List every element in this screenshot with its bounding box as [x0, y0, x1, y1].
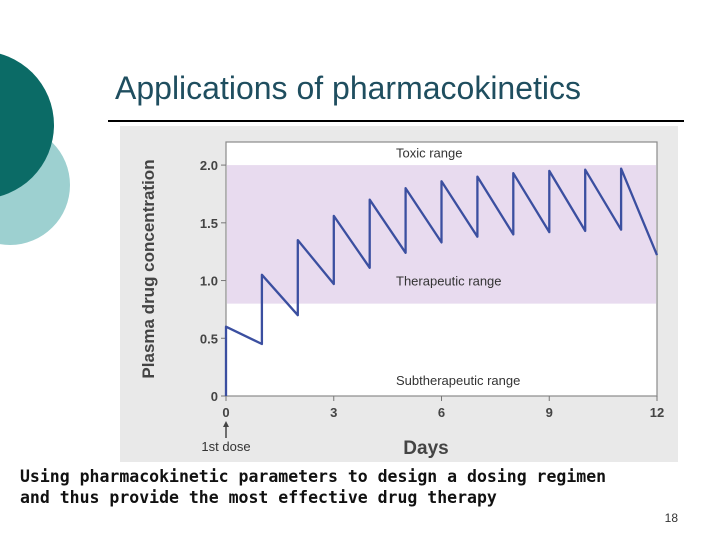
y-tick-label: 2.0 [200, 158, 218, 173]
x-tick-label: 12 [650, 405, 664, 420]
region-label-subtherapeutic-range: Subtherapeutic range [396, 373, 520, 388]
first-dose-arrowhead [223, 421, 229, 427]
y-tick-label: 1.0 [200, 274, 218, 289]
dark-teal-circle [0, 53, 54, 197]
y-tick-label: 0.5 [200, 331, 218, 346]
first-dose-label: 1st dose [201, 439, 250, 454]
caption-line-1: Using pharmacokinetic parameters to desi… [20, 467, 607, 486]
x-tick-label: 3 [330, 405, 337, 420]
region-label-therapeutic-range: Therapeutic range [396, 274, 502, 289]
decorative-circles [0, 53, 70, 245]
slide-caption: Using pharmacokinetic parameters to desi… [20, 466, 700, 508]
y-axis-label: Plasma drug concentration [139, 159, 158, 378]
y-tick-label: 1.5 [200, 216, 218, 231]
caption-line-2: and thus provide the most effective drug… [20, 488, 497, 507]
x-tick-label: 9 [546, 405, 553, 420]
chart: Toxic range Therapeutic range Subtherapeut… [139, 141, 664, 459]
chart-figure: Toxic range Therapeutic range Subtherapeut… [120, 126, 678, 462]
slide-title: Applications of pharmacokinetics [115, 70, 582, 106]
title-divider [108, 120, 684, 122]
page-number: 18 [664, 511, 678, 525]
x-tick-label: 6 [438, 405, 445, 420]
x-axis-label: Days [403, 438, 448, 459]
x-tick-label: 0 [222, 405, 229, 420]
region-label-toxic-range: Toxic range [396, 145, 462, 160]
y-tick-label: 0 [211, 389, 218, 404]
concentration-curve-0 [224, 167, 659, 396]
